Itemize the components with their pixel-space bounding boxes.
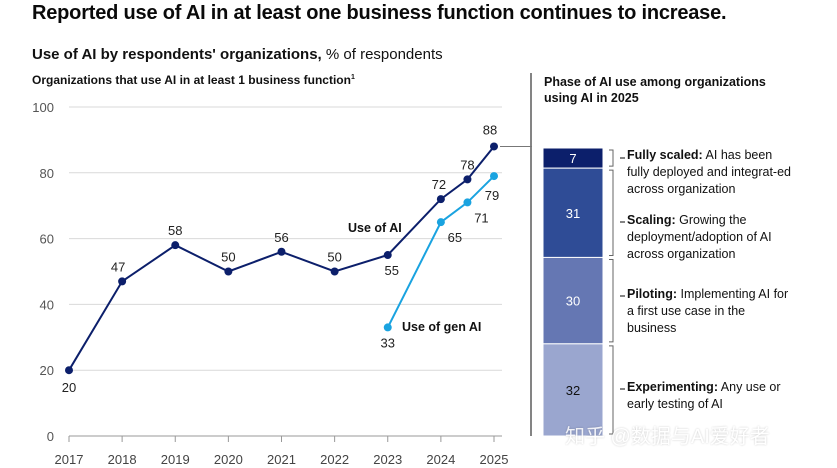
- data-label: 79: [485, 188, 499, 203]
- data-label: 56: [274, 230, 288, 245]
- segment-bracket: [609, 149, 614, 167]
- phase-label: Piloting:: [627, 287, 677, 301]
- line-chart-title-text: Organizations that use AI in at least 1 …: [32, 73, 351, 87]
- data-point: [224, 267, 233, 276]
- phase-text: Any use or early testing of AI: [627, 380, 781, 411]
- x-tick-label: 2020: [214, 452, 243, 467]
- data-point: [118, 277, 127, 286]
- data-point: [463, 198, 472, 207]
- phase-text: Growing the deployment/adoption of AI ac…: [627, 213, 772, 261]
- phase-text: AI has been fully deployed and integrat-…: [627, 148, 792, 196]
- y-tick-label: 100: [32, 100, 54, 115]
- phase-desc-scaling: Scaling: Growing the deployment/adoption…: [627, 212, 797, 263]
- x-tick-label: 2025: [480, 452, 509, 467]
- data-label: 20: [62, 380, 76, 395]
- x-axis: 2017 2018 2019 2020 2021 2022 2023 2024 2025: [55, 436, 509, 467]
- y-axis: 0 20 40 60 80 100: [32, 100, 54, 444]
- data-label: 71: [474, 210, 488, 225]
- segment-bracket: [609, 345, 614, 435]
- y-tick-label: 0: [47, 429, 54, 444]
- data-label: 65: [448, 230, 462, 245]
- stack-value-label: 30: [566, 294, 580, 309]
- series-line-use-of-ai: [68, 145, 495, 371]
- gridlines: [69, 73, 532, 437]
- stack-value-label: 7: [569, 151, 576, 166]
- data-label: 50: [221, 250, 235, 265]
- stacked-bar: 7 31 30 32: [542, 147, 625, 437]
- data-label: 88: [483, 122, 497, 137]
- x-tick-label: 2021: [267, 452, 296, 467]
- stack-segment: [542, 167, 604, 258]
- data-point: [277, 247, 286, 256]
- series-points: [65, 142, 498, 375]
- data-point: [383, 323, 392, 332]
- series-label-use-of-ai: Use of AI: [348, 221, 402, 235]
- watermark: 知乎 @数据与AI爱好者: [565, 426, 770, 448]
- footnote-mark: 1: [350, 74, 355, 81]
- data-point: [436, 218, 445, 227]
- data-label: 72: [432, 177, 446, 192]
- data-label: 78: [460, 157, 474, 172]
- x-tick-label: 2024: [426, 452, 455, 467]
- y-tick-label: 40: [40, 297, 54, 312]
- data-point: [463, 175, 472, 184]
- data-label: 58: [168, 223, 182, 238]
- data-label: 47: [111, 259, 125, 274]
- data-label: 50: [327, 250, 341, 265]
- subtitle-bold: Use of AI by respondents' organizations,: [32, 46, 322, 63]
- headline: Reported use of AI in at least one busin…: [32, 2, 727, 24]
- chart-subtitle: Use of AI by respondents' organizations,…: [32, 46, 443, 63]
- data-point: [330, 267, 339, 276]
- data-point: [436, 195, 445, 204]
- phase-label: Scaling:: [627, 213, 676, 227]
- x-tick-label: 2022: [320, 452, 349, 467]
- data-point: [490, 172, 498, 181]
- y-tick-label: 80: [40, 166, 54, 181]
- phase-desc-fully-scaled: Fully scaled: AI has been fully deployed…: [627, 147, 797, 198]
- data-point: [383, 251, 392, 260]
- series-label-use-of-gen-ai: Use of gen AI: [402, 320, 481, 334]
- phase-text: Implementing AI for a first use case in …: [627, 287, 789, 335]
- phase-desc-experimenting: Experimenting: Any use or early testing …: [627, 379, 797, 413]
- stack-value-label: 32: [566, 383, 580, 398]
- segment-bracket: [609, 169, 614, 256]
- x-tick-label: 2018: [108, 452, 137, 467]
- phase-label: Fully scaled:: [627, 148, 703, 162]
- y-tick-label: 20: [40, 363, 54, 378]
- phase-label: Experimenting:: [627, 380, 718, 394]
- series-line-use-of-gen-ai: [386, 175, 495, 328]
- data-label: 55: [385, 263, 399, 278]
- data-label: 33: [381, 335, 395, 350]
- segment-bracket: [609, 258, 614, 343]
- data-point: [490, 142, 498, 151]
- x-tick-label: 2017: [55, 452, 84, 467]
- phase-desc-piloting: Piloting: Implementing AI for a first us…: [627, 286, 797, 337]
- data-point: [171, 241, 180, 250]
- subtitle-rest: % of respondents: [321, 46, 443, 63]
- x-tick-label: 2023: [373, 452, 402, 467]
- x-tick-label: 2019: [161, 452, 190, 467]
- stacked-bar-title: Phase of AI use among organizations usin…: [544, 75, 766, 105]
- stack-value-label: 31: [566, 206, 580, 221]
- y-tick-label: 60: [40, 232, 54, 247]
- data-labels: 20 47 58 50 56 50 55 72 78 88 33 65 71 79 Use of AI Use…: [62, 122, 499, 395]
- data-point: [65, 366, 73, 375]
- series-lines: [68, 145, 532, 371]
- line-chart-title: Organizations that use AI in at least 1 …: [32, 73, 355, 87]
- stack-segment: [542, 343, 604, 437]
